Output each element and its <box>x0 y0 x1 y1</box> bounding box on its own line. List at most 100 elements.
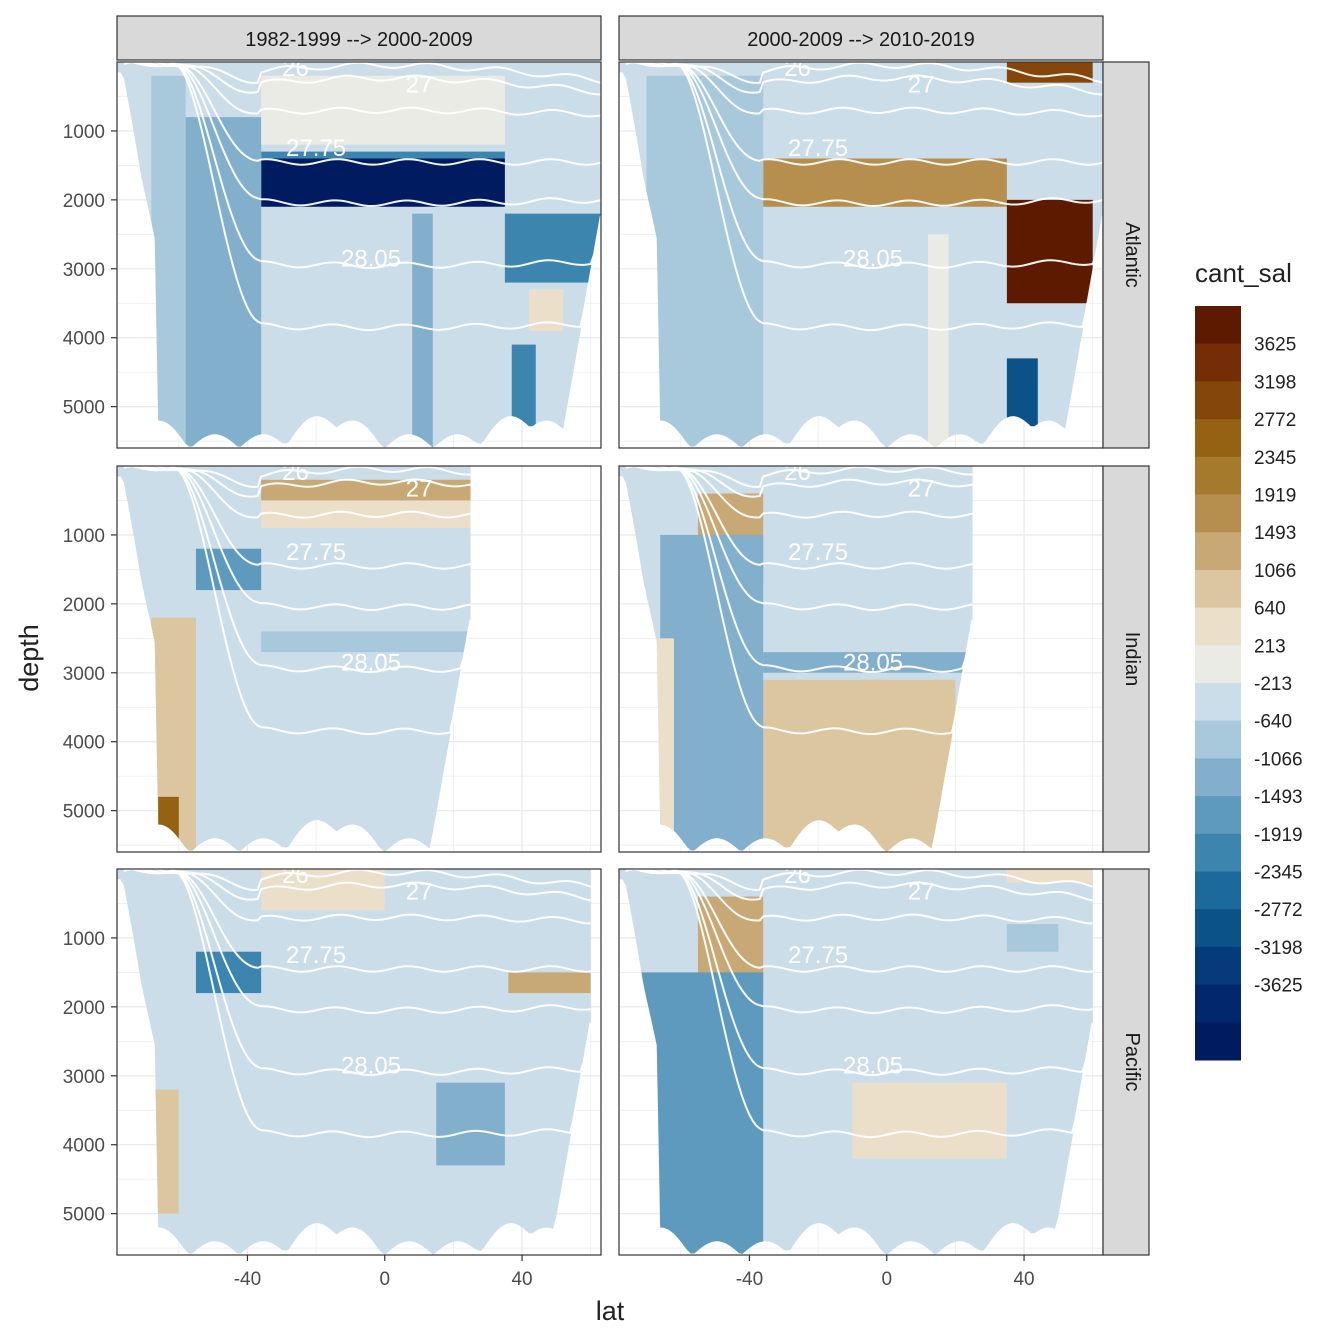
legend-swatch <box>1195 456 1241 495</box>
y-tick-label: 3000 <box>63 664 105 685</box>
legend-label: -2345 <box>1254 863 1303 884</box>
isopycnal-line <box>124 62 601 332</box>
panel-pacific-2: 26 27 27.75 28.05 <box>618 862 1104 1256</box>
legend-label: 2345 <box>1254 448 1296 469</box>
isopycnal-line <box>628 62 1103 270</box>
ocean-section <box>619 62 1103 448</box>
value-patch <box>927 234 949 448</box>
isopycnal-label: 28.05 <box>341 1052 401 1079</box>
y-tick-label: 1000 <box>63 526 105 547</box>
cant-sal-field: 26 27 27.75 28.05 <box>619 459 974 852</box>
isopycnal-label: 28.05 <box>843 649 903 676</box>
isopycnal-line <box>129 62 601 166</box>
value-patch <box>261 479 471 501</box>
legend-swatch <box>1195 494 1241 533</box>
isopycnal-line <box>629 466 973 612</box>
legend-swatch <box>1195 343 1241 382</box>
facet-strip-col <box>618 15 1104 61</box>
isopycnal-line <box>132 869 591 925</box>
ocean-section <box>619 869 1093 1255</box>
facet-strip-row <box>1102 465 1150 853</box>
value-patch <box>261 869 385 911</box>
legend-swatch <box>1195 607 1241 646</box>
y-tick-label: 4000 <box>63 1136 105 1157</box>
isopycnal-line <box>126 62 601 270</box>
value-patch <box>508 972 591 994</box>
y-tick-label: 5000 <box>63 802 105 823</box>
legend-title: cant_sal <box>1195 258 1292 288</box>
isopycnal-line <box>126 869 592 1077</box>
isopycnal-label: 27 <box>908 879 935 906</box>
isopycnal-label: 26 <box>784 459 811 486</box>
x-tick-label: 40 <box>1013 1269 1034 1290</box>
x-tick-label: -40 <box>736 1269 763 1290</box>
ocean-section <box>117 466 471 852</box>
isopycnal-label: 27 <box>406 476 433 503</box>
facet-strip-row <box>1102 868 1150 1256</box>
legend-label: 640 <box>1254 599 1286 620</box>
y-tick-label: 5000 <box>63 398 105 419</box>
x-tick-label: 40 <box>511 1269 532 1290</box>
legend-swatch <box>1195 306 1241 345</box>
cant-sal-field: 26 27 27.75 28.05 <box>117 466 472 852</box>
y-tick-label: 1000 <box>63 929 105 950</box>
facet-strip-row-label: Indian <box>1121 632 1143 687</box>
isopycnal-line <box>628 466 974 674</box>
axes-layer: 1000200030004000500010002000300040005000… <box>63 15 1150 1290</box>
legend-swatch <box>1195 871 1241 910</box>
isopycnal-line <box>625 62 1103 84</box>
ocean-section <box>117 62 601 448</box>
y-tick-label: 5000 <box>63 1205 105 1226</box>
panel-atlantic-2: 26 27 27.75 28.05 <box>618 55 1104 449</box>
legend-swatch <box>1195 984 1241 1023</box>
cant-sal-field: 26 27 27.75 28.05 <box>117 862 592 1255</box>
legend-swatch <box>1195 796 1241 835</box>
value-patch <box>763 679 956 852</box>
cant-sal-field: 26 27 27.75 28.05 <box>619 55 1103 448</box>
isopycnal-line <box>626 62 1103 332</box>
panel-indian-1: 26 27 27.75 28.05 <box>116 465 602 853</box>
isopycnal-line <box>629 62 1103 208</box>
x-tick-label: 0 <box>881 1269 892 1290</box>
isopycnal-label: 26 <box>784 862 811 889</box>
panel-pacific-1: 26 27 27.75 28.05 <box>116 862 602 1256</box>
legend-swatch <box>1195 419 1241 458</box>
value-patch <box>261 500 471 529</box>
legend-swatch <box>1195 909 1241 948</box>
facet-strip-row-label: Atlantic <box>1121 222 1143 288</box>
value-patch <box>1006 199 1093 304</box>
x-tick-label: -40 <box>234 1269 261 1290</box>
legend-swatch <box>1195 1022 1241 1061</box>
y-tick-label: 4000 <box>63 733 105 754</box>
y-tick-label: 3000 <box>63 260 105 281</box>
legend-swatch <box>1195 758 1241 797</box>
isopycnal-line <box>127 466 471 612</box>
isopycnal-line <box>124 466 472 736</box>
isopycnal-line <box>124 869 592 1139</box>
legend-swatch <box>1195 569 1241 609</box>
value-patch <box>261 151 505 159</box>
isopycnal-line <box>123 869 592 891</box>
facet-strip-row-label: Pacific <box>1121 1033 1143 1092</box>
isopycnal-label: 27.75 <box>286 135 346 162</box>
isopycnal-line <box>123 869 591 902</box>
x-axis-title: lat <box>596 1296 625 1326</box>
facet-strip-row <box>1102 61 1150 449</box>
isopycnal-label: 26 <box>784 55 811 82</box>
legend-label: -213 <box>1254 674 1292 695</box>
isopycnal-line <box>625 869 1094 891</box>
legend-layer: 3625 3198 2772 2345 1919 1493 1066 640 213 -213 -6… <box>1195 306 1303 1061</box>
legend-label: 1919 <box>1254 486 1296 507</box>
panel-border <box>116 868 602 1256</box>
isopycnal-label: 26 <box>282 862 309 889</box>
isopycnal-line <box>626 466 974 736</box>
isopycnal-line <box>626 869 1094 1139</box>
y-tick-label: 2000 <box>63 998 105 1019</box>
value-patch <box>412 213 433 448</box>
isopycnal-label: 27.75 <box>286 942 346 969</box>
legend-label: -1066 <box>1254 749 1303 770</box>
cant-sal-field: 26 27 27.75 28.05 <box>619 862 1094 1255</box>
value-patch <box>504 213 601 283</box>
facet-strip-col-label: 1982-1999 --> 2000-2009 <box>245 29 472 51</box>
